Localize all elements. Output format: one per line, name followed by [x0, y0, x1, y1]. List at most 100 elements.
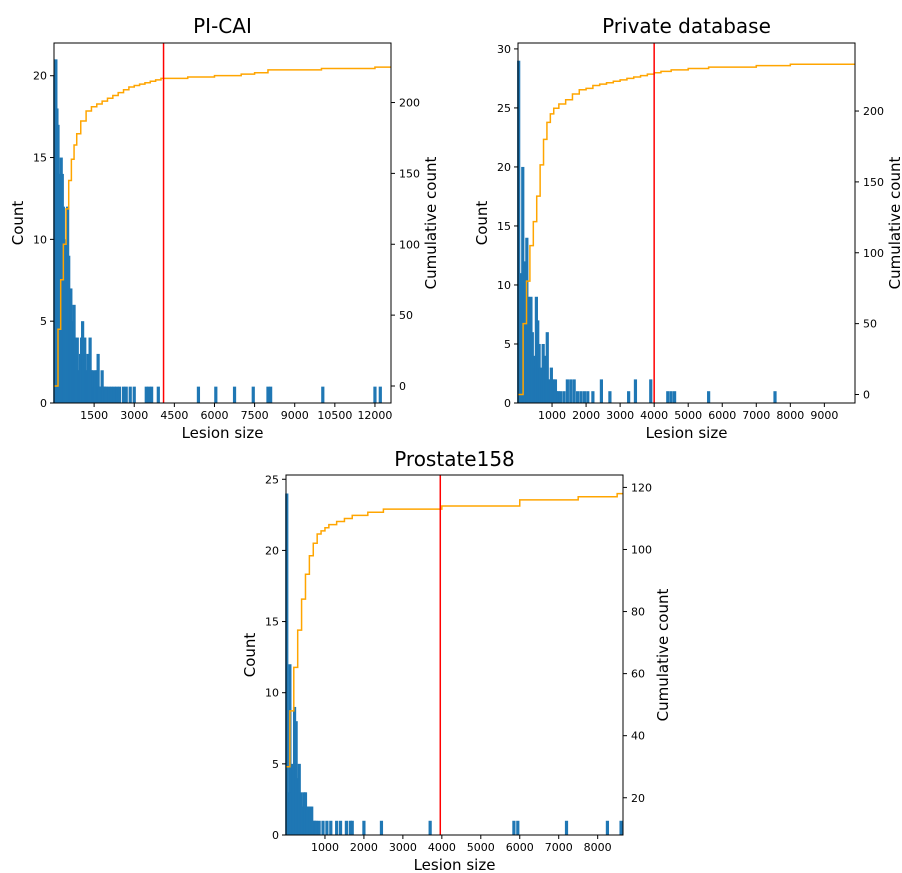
y-tick-label: 10: [33, 233, 47, 246]
histogram-bar: [649, 379, 652, 403]
histogram-bar: [707, 391, 710, 403]
y2-axis-label: Cumulative count: [654, 589, 672, 722]
histogram-bars: [53, 59, 382, 403]
y-tick-label: 20: [33, 70, 47, 83]
x-tick-label: 8000: [584, 841, 612, 854]
plot-frame: [54, 43, 391, 403]
histogram-bar: [586, 391, 589, 403]
histogram-bar: [670, 391, 673, 403]
x-tick-label: 1500: [80, 409, 108, 422]
chart-title: Prostate158: [394, 447, 515, 471]
y2-tick-label: 120: [631, 481, 652, 494]
y2-tick-label: 150: [399, 167, 420, 180]
histogram-bar: [591, 391, 594, 403]
y-tick-label: 20: [265, 544, 279, 557]
histogram-bar: [634, 379, 637, 403]
histogram-bar: [606, 821, 609, 835]
x-tick-label: 5000: [674, 409, 702, 422]
y2-tick-label: 200: [863, 105, 884, 118]
histogram-bar: [351, 821, 354, 835]
y-tick-label: 15: [497, 220, 511, 233]
x-tick-label: 4000: [640, 409, 668, 422]
histogram-bar: [516, 821, 519, 835]
y-tick-label: 25: [497, 102, 511, 115]
histogram-bar: [773, 391, 776, 403]
histogram-bar: [345, 821, 348, 835]
histogram-bar: [197, 387, 200, 403]
x-tick-label: 12000: [357, 409, 392, 422]
y-tick-label: 0: [40, 397, 47, 410]
chart-panel-2: 1000 2000 3000 4000 5000 6000 7000 8000 90000510…: [473, 14, 902, 442]
y-tick-label: 5: [272, 758, 279, 771]
y-tick-label: 15: [33, 152, 47, 165]
histogram-bar: [233, 387, 236, 403]
y2-tick-label: 100: [863, 247, 884, 260]
histogram-bar: [673, 391, 676, 403]
histogram-bar: [627, 391, 630, 403]
x-tick-label: 6000: [708, 409, 736, 422]
histogram-bar: [512, 821, 515, 835]
y2-tick-label: 60: [631, 668, 645, 681]
histogram-bars: [285, 494, 622, 836]
y-tick-label: 30: [497, 43, 511, 56]
histogram-bar: [666, 391, 669, 403]
x-tick-label: 6000: [506, 841, 534, 854]
plot-frame: [518, 43, 855, 403]
histogram-bar: [380, 821, 383, 835]
y2-tick-label: 100: [399, 238, 420, 251]
histogram-bar: [379, 387, 382, 403]
cumulative-line: [518, 64, 855, 394]
histogram-bar: [569, 379, 572, 403]
histogram-bar: [118, 387, 121, 403]
y-axis-label: Count: [241, 633, 259, 678]
histogram-bar: [429, 821, 432, 835]
x-tick-label: 7500: [241, 409, 269, 422]
x-tick-label: 3000: [120, 409, 148, 422]
y-axis-label: Count: [473, 201, 491, 246]
x-tick-label: 7000: [742, 409, 770, 422]
histogram-bar: [373, 387, 376, 403]
chart-panel-1: 1500 3000 4500 6000 7500 9000 10500 12000051015…: [9, 14, 440, 442]
histogram-bar: [318, 821, 321, 835]
histogram-bar: [214, 387, 217, 403]
chart-title: Private database: [602, 14, 771, 38]
x-tick-label: 4000: [428, 841, 456, 854]
x-tick-label: 5000: [467, 841, 495, 854]
histogram-bar: [157, 387, 160, 403]
x-tick-label: 9000: [281, 409, 309, 422]
cumulative-line: [54, 67, 391, 386]
histogram-bar: [562, 391, 565, 403]
y-tick-label: 20: [497, 161, 511, 174]
histogram-bar: [321, 821, 324, 835]
histogram-bar: [583, 391, 586, 403]
histogram-bar: [321, 387, 324, 403]
histogram-bar: [573, 379, 576, 403]
histogram-bar: [576, 391, 579, 403]
y-axis-label: Count: [9, 201, 27, 246]
histogram-bar: [252, 387, 255, 403]
y2-tick-label: 0: [863, 388, 870, 401]
x-tick-label: 10500: [317, 409, 352, 422]
x-tick-label: 3000: [606, 409, 634, 422]
histogram-bar: [335, 821, 338, 835]
y2-axis-label: Cumulative count: [886, 157, 902, 290]
x-tick-label: 3000: [389, 841, 417, 854]
x-tick-label: 1000: [538, 409, 566, 422]
histogram-bar: [125, 387, 128, 403]
cumulative-line: [286, 494, 623, 767]
y-tick-label: 10: [497, 279, 511, 292]
y-tick-label: 5: [40, 315, 47, 328]
plot-frame: [286, 475, 623, 835]
histogram-bar: [329, 821, 332, 835]
x-tick-label: 6000: [200, 409, 228, 422]
y-tick-label: 15: [265, 616, 279, 629]
y2-tick-label: 80: [631, 606, 645, 619]
y2-tick-label: 100: [631, 543, 652, 556]
histogram-bar: [362, 821, 365, 835]
histogram-bar: [608, 391, 611, 403]
histogram-bar: [129, 387, 132, 403]
y-tick-label: 5: [504, 338, 511, 351]
x-tick-label: 7000: [545, 841, 573, 854]
histogram-bar: [133, 387, 136, 403]
